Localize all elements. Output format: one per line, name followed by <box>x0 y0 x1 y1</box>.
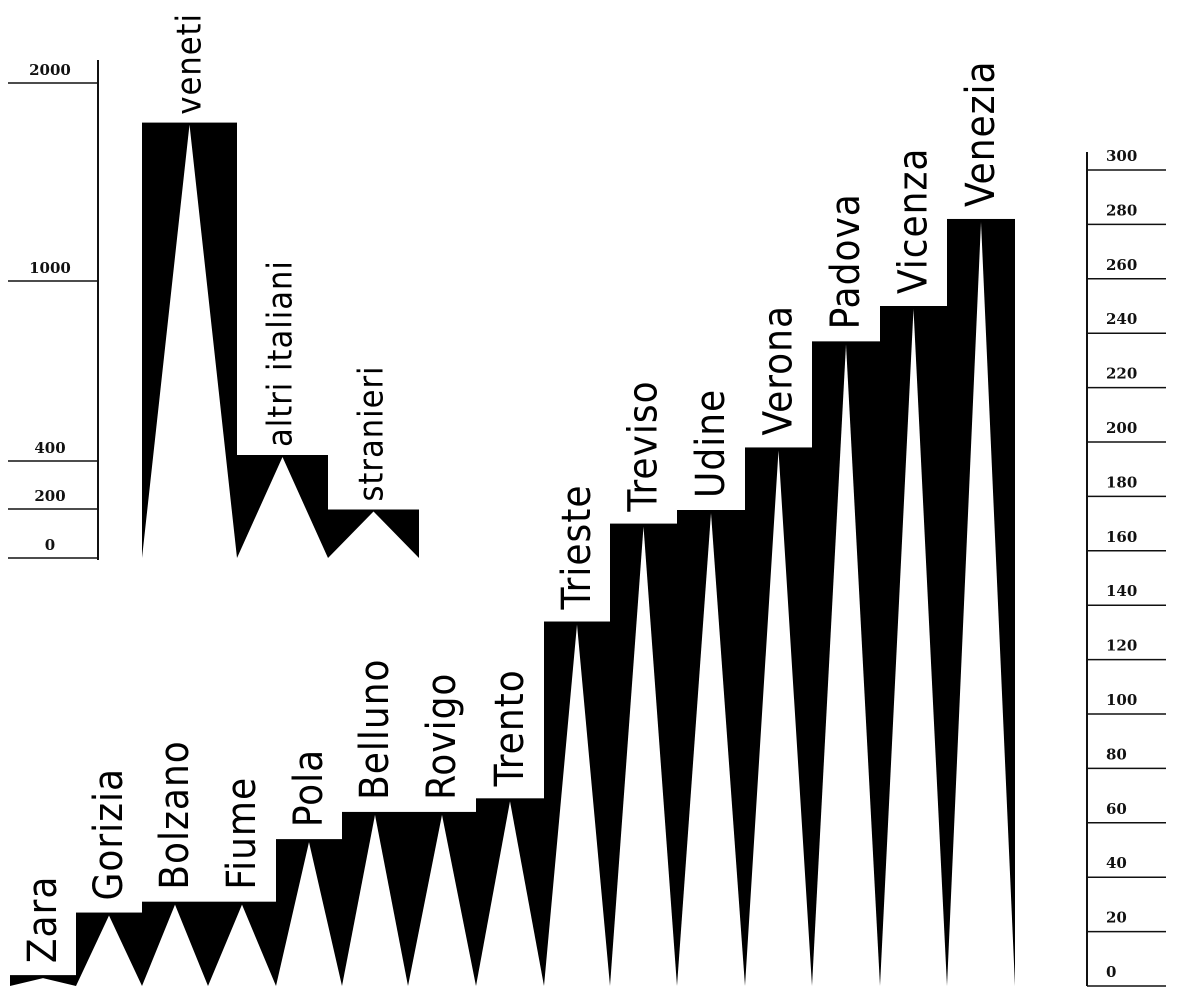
inset-tick-label-2000: 2000 <box>29 61 71 79</box>
bar-rovigo-triangle <box>408 814 476 986</box>
inset-bar-1 <box>237 455 328 558</box>
inset-tick-label-1000: 1000 <box>29 259 71 277</box>
main-tick-label-60: 60 <box>1106 800 1127 818</box>
bar-padova <box>812 341 880 986</box>
category-label-gorizia: Gorizia <box>86 768 132 901</box>
bar-padova-triangle <box>812 344 880 986</box>
bar-vicenza-triangle <box>880 309 947 986</box>
bar-verona <box>745 447 812 986</box>
main-chart: Zara Gorizia Bolzano Fiume Pola Belluno Rovigo… <box>10 60 1166 987</box>
main-tick-label-240: 240 <box>1106 310 1137 328</box>
category-label-fiume: Fiume <box>219 777 265 890</box>
main-tick-label-220: 220 <box>1106 365 1137 383</box>
main-tick-label-80: 80 <box>1106 745 1127 763</box>
inset-tick-label-200: 200 <box>34 487 65 505</box>
bar-vicenza <box>880 306 947 986</box>
bar-bolzano <box>142 901 208 986</box>
main-tick-label-280: 280 <box>1106 201 1137 219</box>
bar-verona-triangle <box>745 450 812 986</box>
main-tick-label-0: 0 <box>1106 963 1116 981</box>
bar-gorizia <box>76 912 142 986</box>
category-label-pola: Pola <box>286 749 332 827</box>
bar-trieste-triangle <box>544 624 610 986</box>
inset-chart: 0 200 400 1000 2000 veneti altri italiani stran… <box>8 13 419 560</box>
category-label-belluno: Belluno <box>352 658 398 799</box>
bar-rovigo <box>408 811 476 986</box>
main-tick-label-200: 200 <box>1106 419 1137 437</box>
bar-pola-triangle <box>276 842 342 986</box>
main-tick-label-100: 100 <box>1106 691 1137 709</box>
bar-bolzano-triangle <box>142 904 208 986</box>
category-label-rovigo: Rovigo <box>419 673 465 800</box>
main-tick-label-140: 140 <box>1106 582 1137 600</box>
inset-bar-2-triangle <box>328 511 419 558</box>
category-label-trieste: Trieste <box>554 484 600 610</box>
bar-zara <box>10 975 76 986</box>
category-label-treviso: Treviso <box>621 380 667 512</box>
inset-tick-label-400: 400 <box>34 439 65 457</box>
bar-belluno-triangle <box>342 814 408 986</box>
inset-category-label-0: veneti <box>170 13 210 115</box>
bar-fiume-triangle <box>208 904 276 986</box>
main-tick-label-160: 160 <box>1106 528 1137 546</box>
bar-gorizia-triangle <box>76 915 142 986</box>
bar-pola <box>276 839 342 986</box>
bar-udine-triangle <box>677 513 745 986</box>
bar-trieste <box>544 621 610 986</box>
main-tick-label-260: 260 <box>1106 256 1137 274</box>
inset-category-label-1: altri italiani <box>261 260 301 447</box>
category-label-udine: Udine <box>688 389 734 498</box>
main-tick-label-120: 120 <box>1106 637 1137 655</box>
bar-trento <box>476 798 544 986</box>
main-tick-label-300: 300 <box>1106 147 1137 165</box>
bar-venezia <box>947 218 1015 986</box>
inset-category-label-2: stranieri <box>352 365 392 501</box>
inset-bar-1-triangle <box>237 457 328 558</box>
category-label-verona: Verona <box>756 305 802 435</box>
bar-venezia-triangle <box>947 221 1015 986</box>
inset-tick-label-0: 0 <box>45 536 55 554</box>
inset-bar-0 <box>142 122 237 558</box>
category-label-bolzano: Bolzano <box>152 740 198 889</box>
category-label-zara: Zara <box>20 876 66 964</box>
inset-bar-0-triangle <box>142 124 237 558</box>
bar-treviso <box>610 523 677 986</box>
inset-bar-2 <box>328 509 419 558</box>
main-tick-label-20: 20 <box>1106 909 1127 927</box>
bar-fiume <box>208 901 276 986</box>
bar-belluno <box>342 811 408 986</box>
main-tick-label-40: 40 <box>1106 854 1127 872</box>
category-label-venezia: Venezia <box>958 60 1004 207</box>
category-label-trento: Trento <box>487 669 533 787</box>
category-label-vicenza: Vicenza <box>891 148 937 294</box>
bar-treviso-triangle <box>610 526 677 986</box>
bar-udine <box>677 510 745 986</box>
main-tick-label-180: 180 <box>1106 473 1137 491</box>
bar-trento-triangle <box>476 801 544 986</box>
bar-zara-triangle <box>10 978 76 986</box>
category-label-padova: Padova <box>823 193 869 329</box>
